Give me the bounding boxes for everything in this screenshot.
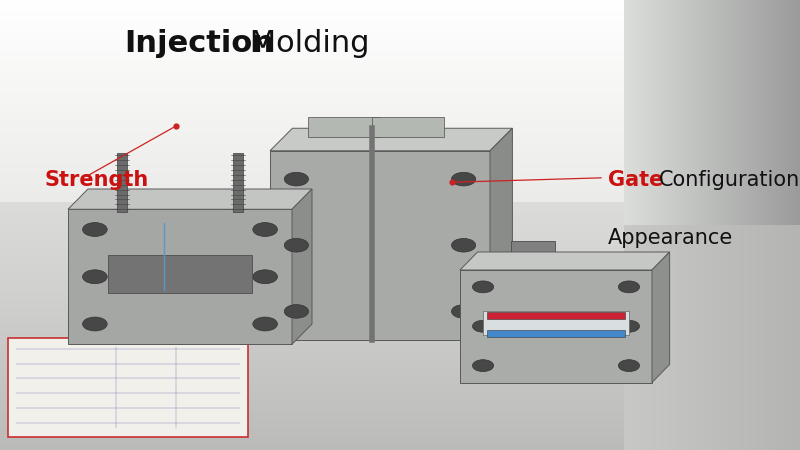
- Circle shape: [473, 320, 494, 332]
- Text: Strength: Strength: [44, 170, 148, 190]
- Text: Gate: Gate: [608, 170, 663, 190]
- Bar: [487, 312, 625, 319]
- Bar: [8, 338, 248, 436]
- Circle shape: [253, 223, 278, 236]
- Bar: [487, 330, 625, 337]
- Circle shape: [451, 305, 476, 318]
- Bar: [483, 310, 629, 335]
- Circle shape: [451, 238, 476, 252]
- Circle shape: [82, 317, 107, 331]
- Bar: [270, 151, 490, 340]
- Circle shape: [82, 223, 107, 236]
- Bar: [68, 209, 292, 344]
- Bar: [372, 117, 444, 137]
- Circle shape: [451, 172, 476, 186]
- Circle shape: [618, 360, 639, 372]
- Text: Configurations.: Configurations.: [658, 170, 800, 190]
- Text: Molding: Molding: [240, 29, 370, 58]
- Circle shape: [618, 281, 639, 293]
- Bar: [117, 153, 126, 211]
- Circle shape: [82, 270, 107, 284]
- Polygon shape: [490, 128, 513, 340]
- Bar: [460, 270, 652, 382]
- Bar: [108, 255, 252, 293]
- Circle shape: [253, 317, 278, 331]
- Polygon shape: [68, 189, 312, 209]
- Bar: [511, 241, 555, 252]
- Bar: [234, 153, 243, 211]
- Polygon shape: [652, 252, 670, 382]
- Polygon shape: [270, 128, 513, 151]
- Circle shape: [253, 270, 278, 284]
- Circle shape: [284, 238, 309, 252]
- Bar: [308, 117, 380, 137]
- Circle shape: [284, 305, 309, 318]
- Circle shape: [618, 320, 639, 332]
- Text: Appearance: Appearance: [608, 229, 734, 248]
- Polygon shape: [292, 189, 312, 344]
- Circle shape: [284, 172, 309, 186]
- Text: Injection: Injection: [124, 29, 274, 58]
- Polygon shape: [460, 252, 670, 270]
- Circle shape: [473, 360, 494, 372]
- Circle shape: [473, 281, 494, 293]
